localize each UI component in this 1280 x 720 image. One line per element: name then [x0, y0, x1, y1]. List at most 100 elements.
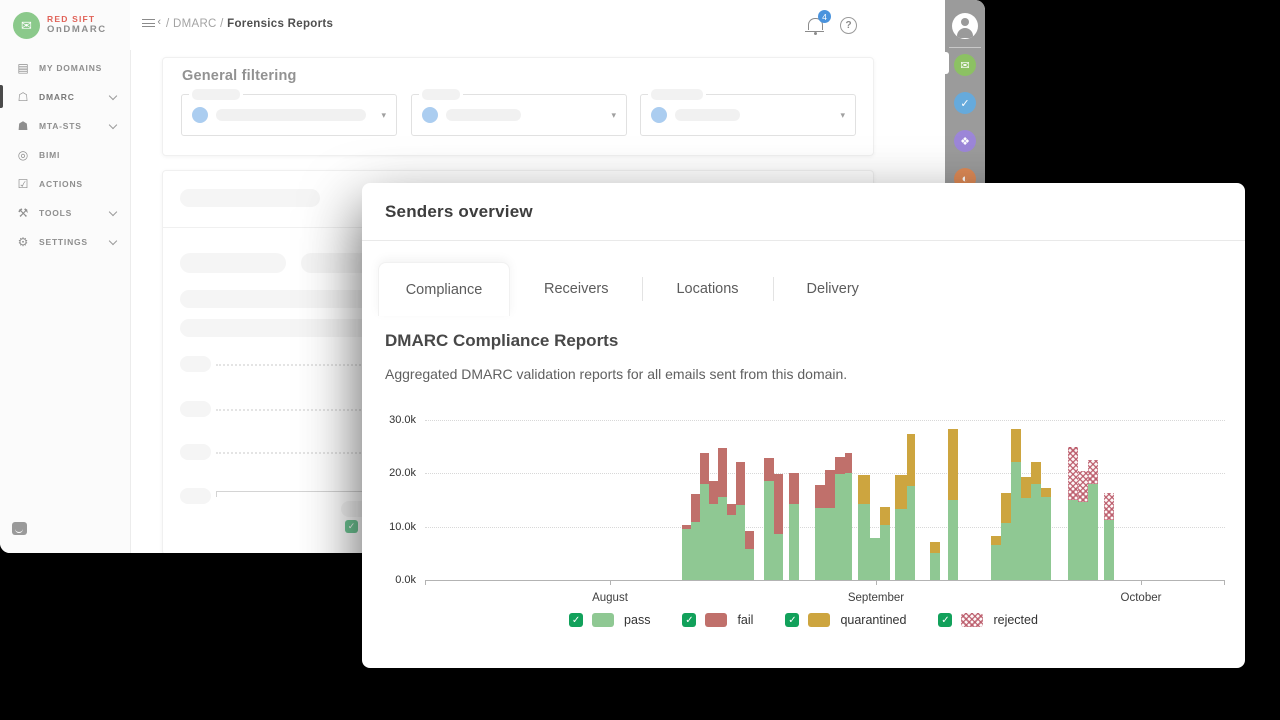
legend-label: fail	[737, 613, 754, 627]
pass-segment	[789, 503, 799, 580]
filter-select-3[interactable]: ▾	[640, 89, 856, 136]
filter-select-2[interactable]: ▾	[411, 89, 627, 136]
notifications-bell-icon[interactable]	[805, 18, 824, 35]
skeleton-label	[422, 89, 460, 100]
brand-line1: RED SIFT	[47, 14, 96, 25]
tab-delivery[interactable]: Delivery	[772, 262, 893, 316]
stacked-bar-aug-25[interactable]	[815, 485, 825, 580]
divider	[362, 240, 1245, 241]
sidebar-item-mta-sts[interactable]: ☗ MTA-STS	[0, 111, 130, 140]
legend-checkbox-pass[interactable]: ✓	[569, 613, 584, 627]
pass-segment	[727, 514, 736, 580]
skeleton-avatar	[192, 107, 208, 123]
stacked-bar-sep-5[interactable]	[907, 434, 915, 580]
quarantined-segment	[991, 536, 1001, 545]
rejected-segment	[1088, 460, 1098, 484]
stacked-bar-aug-20[interactable]	[764, 457, 774, 580]
stacked-bar-aug-17[interactable]	[745, 531, 754, 580]
pass-segment	[870, 537, 880, 580]
stacked-bar-aug-30[interactable]	[858, 475, 870, 580]
divider	[642, 277, 644, 301]
background-legend-checkbox[interactable]: ✓	[345, 520, 358, 533]
chevron-down-icon: ▾	[611, 110, 616, 120]
brand-line2: OnDMARC	[47, 23, 107, 35]
tab-receivers[interactable]: Receivers	[544, 281, 609, 297]
sidebar-collapse-icon[interactable]	[142, 16, 161, 30]
stacked-bar-aug-11[interactable]	[691, 494, 700, 580]
help-icon[interactable]: ?	[840, 17, 857, 34]
stacked-bar-sep-19[interactable]	[1031, 461, 1041, 580]
stacked-bar-aug-27[interactable]	[835, 456, 845, 580]
stacked-bar-aug-22[interactable]	[789, 473, 799, 580]
pass-segment	[745, 548, 754, 580]
stacked-bar-aug-13[interactable]	[709, 480, 718, 580]
fail-segment	[736, 462, 745, 505]
green-app-icon[interactable]: ✉	[954, 54, 976, 76]
stacked-bar-aug-14[interactable]	[718, 447, 727, 580]
stacked-bar-aug-16[interactable]	[736, 462, 745, 580]
tab-compliance[interactable]: Compliance	[378, 262, 510, 316]
legend-label: pass	[624, 613, 651, 627]
chart-legend: ✓ pass ✓ fail ✓ quarantined ✓ rejected	[362, 613, 1245, 627]
skeleton-value	[446, 109, 521, 121]
stacked-bar-aug-15[interactable]	[727, 503, 736, 580]
stacked-bar-sep-2[interactable]	[880, 506, 890, 580]
stacked-bar-sep-1[interactable]	[870, 537, 880, 580]
skeleton-gridline	[216, 409, 368, 411]
stacked-bar-aug-21[interactable]	[774, 474, 783, 580]
quarantined-segment	[1021, 476, 1031, 499]
stacked-bar-sep-28[interactable]	[1104, 492, 1114, 580]
pass-segment	[1031, 484, 1041, 580]
y-axis-tick-label: 30.0k	[389, 414, 416, 426]
stacked-bar-sep-24[interactable]	[1068, 447, 1078, 580]
filter-select-1[interactable]: ▾	[181, 89, 397, 136]
chevron-down-icon	[108, 120, 118, 130]
sidebar-item-my-domains[interactable]: ▤ MY DOMAINS	[0, 53, 130, 82]
sidebar-item-dmarc[interactable]: ☖ DMARC	[0, 82, 130, 111]
stacked-bar-sep-26[interactable]	[1088, 460, 1098, 580]
brand-logo[interactable]: ✉ RED SIFT OnDMARC	[13, 12, 107, 39]
user-avatar[interactable]	[952, 13, 978, 39]
pass-segment	[1104, 519, 1114, 580]
stacked-bar-aug-12[interactable]	[700, 452, 709, 580]
stacked-bar-sep-8[interactable]	[930, 541, 940, 580]
tab-locations[interactable]: Locations	[642, 262, 772, 316]
stacked-bar-sep-10[interactable]	[948, 428, 958, 580]
tools-icon: ⚒	[17, 205, 29, 220]
tab-bar: Compliance Receivers Locations Delivery	[378, 262, 893, 316]
stacked-bar-aug-10[interactable]	[682, 525, 691, 580]
sidebar-item-tools[interactable]: ⚒ TOOLS	[0, 198, 130, 227]
breadcrumb-prefix[interactable]: / DMARC /	[166, 18, 228, 30]
stacked-bar-aug-28[interactable]	[845, 453, 852, 580]
stacked-bar-sep-16[interactable]	[1001, 492, 1011, 580]
breadcrumb[interactable]: / DMARC / Forensics Reports	[166, 18, 333, 30]
stacked-bar-sep-25[interactable]	[1078, 471, 1088, 580]
sidebar-item-settings[interactable]: ⚙ SETTINGS	[0, 227, 130, 256]
legend-checkbox-rejected[interactable]: ✓	[938, 613, 953, 627]
stacked-bar-aug-26[interactable]	[825, 470, 835, 580]
fail-segment	[745, 531, 754, 549]
fail-segment	[835, 456, 845, 474]
chat-bubble-icon[interactable]	[12, 522, 27, 535]
pass-segment	[835, 473, 845, 580]
stacked-bar-sep-17[interactable]	[1011, 428, 1021, 580]
fail-segment	[709, 480, 718, 505]
purple-app-icon[interactable]: ❖	[954, 130, 976, 152]
pass-segment	[700, 484, 709, 580]
stacked-bar-sep-15[interactable]	[991, 536, 1001, 580]
legend-checkbox-fail[interactable]: ✓	[682, 613, 697, 627]
blue-app-icon[interactable]: ✓	[954, 92, 976, 114]
sidebar-item-label: MTA-STS	[39, 120, 82, 131]
pass-segment	[1011, 461, 1021, 580]
stacked-bar-sep-18[interactable]	[1021, 476, 1031, 580]
pass-segment	[709, 504, 718, 580]
sidebar-item-bimi[interactable]: ◎ BIMI	[0, 140, 130, 169]
fail-segment	[789, 473, 799, 504]
legend-checkbox-quarantined[interactable]: ✓	[785, 613, 800, 627]
pass-segment	[930, 552, 940, 580]
stacked-bar-sep-4[interactable]	[895, 474, 907, 580]
legend-item-fail: ✓ fail	[682, 613, 753, 627]
stacked-bar-sep-20[interactable]	[1041, 487, 1051, 580]
gridline	[425, 420, 1225, 421]
sidebar-item-actions[interactable]: ☑ ACTIONS	[0, 169, 130, 198]
